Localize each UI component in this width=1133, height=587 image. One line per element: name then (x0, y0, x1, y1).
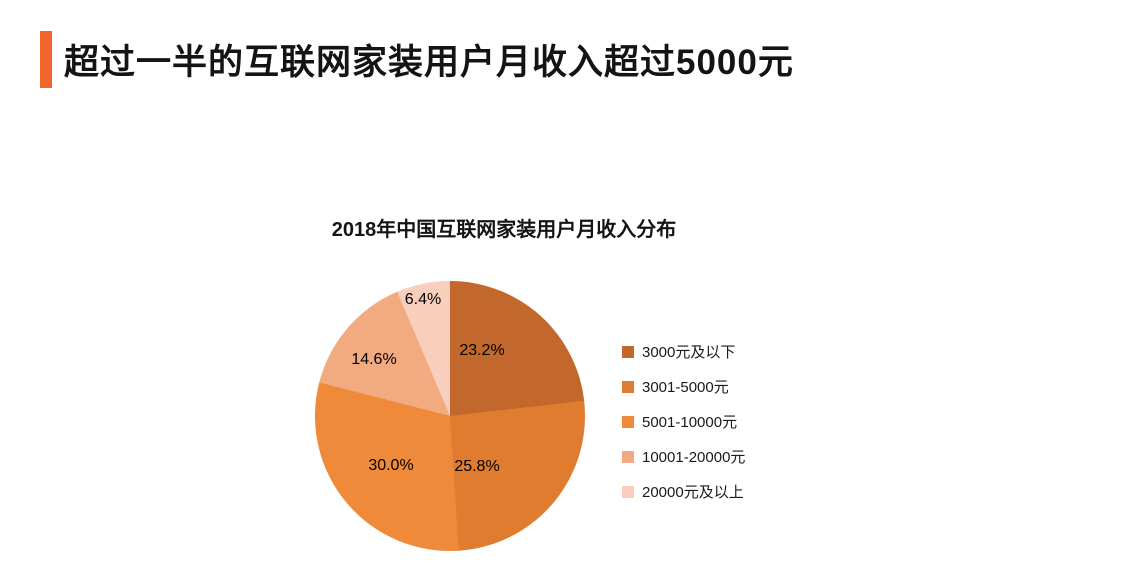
pie-chart (315, 281, 585, 551)
pie-chart-area: 2018年中国互联网家装用户月收入分布 23.2% 25.8% 30.0% 14… (0, 190, 1133, 587)
slice-label-1: 23.2% (459, 342, 505, 359)
legend-item-1: 3000元及以下 (622, 341, 745, 362)
legend-label-2: 3001-5000元 (642, 379, 729, 396)
legend-item-5: 20000元及以上 (622, 481, 745, 502)
legend-item-2: 3001-5000元 (622, 376, 745, 397)
legend-swatch-1 (622, 345, 634, 358)
accent-bar (40, 31, 52, 88)
legend-label-4: 10001-20000元 (642, 449, 746, 466)
slice-label-4: 14.6% (351, 351, 397, 368)
legend-swatch-2 (622, 380, 634, 393)
legend-label-3: 5001-10000元 (642, 414, 738, 431)
slice-label-5: 6.4% (404, 291, 442, 308)
slice-label-2: 25.8% (454, 458, 500, 475)
legend-label-1: 3000元及以下 (642, 344, 736, 361)
legend-swatch-4 (622, 450, 634, 463)
legend-item-3: 5001-10000元 (622, 411, 745, 432)
legend-label-5: 20000元及以上 (642, 484, 744, 501)
legend-item-4: 10001-20000元 (622, 446, 745, 467)
chart-title: 2018年中国互联网家装用户月收入分布 (331, 219, 677, 241)
legend-swatch-5 (622, 485, 634, 498)
legend-swatch-3 (622, 415, 634, 428)
slice-label-3: 30.0% (368, 457, 414, 474)
chart-legend: 3000元及以下 3001-5000元 5001-10000元 10001-20… (622, 341, 745, 516)
page-title: 超过一半的互联网家装用户月收入超过5000元 (64, 43, 794, 82)
